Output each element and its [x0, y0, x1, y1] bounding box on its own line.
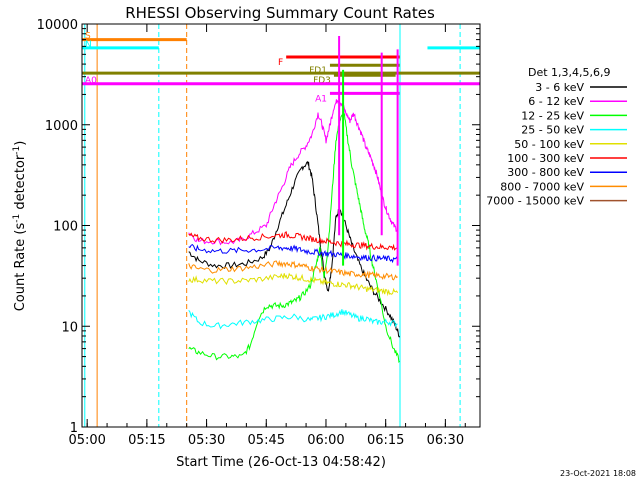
y-axis-label-sup2: -1	[12, 146, 22, 155]
flag-label-f: F	[278, 58, 283, 68]
y-tick-label-1000: 1000	[45, 119, 78, 134]
flag-label-fd3: FD3	[313, 76, 331, 86]
x-tick-label-05-45: 05:45	[248, 433, 285, 448]
legend-title: Det 1,3,4,5,6,9	[528, 66, 611, 79]
x-tick-label-06-30: 06:30	[427, 433, 464, 448]
legend-label-12-25-kev: 12 - 25 keV	[521, 109, 584, 122]
series-line-6-12-kev	[188, 99, 398, 246]
series-line-100-300-kev	[188, 231, 398, 251]
y-tick-label-100: 100	[53, 220, 78, 235]
y-axis-label-mid: detector	[13, 154, 28, 214]
y-tick-label-10: 10	[61, 320, 78, 335]
legend-label-800-7000-kev: 800 - 7000 keV	[500, 180, 584, 193]
legend-label-3-6-kev: 3 - 6 keV	[535, 81, 584, 94]
legend-label-25-50-kev: 25 - 50 keV	[521, 124, 584, 137]
flag-label-n: N	[85, 40, 92, 50]
flag-label-fd1: FD1	[309, 66, 327, 76]
x-tick-label-05-00: 05:00	[68, 433, 105, 448]
footer-timestamp: 23-Oct-2021 18:08	[560, 469, 636, 478]
x-axis: 05:00 05:15 05:30 05:45 06:00 06:15 06:30	[68, 24, 466, 448]
y-axis-label: Count Rate (s-1 detector-1)	[12, 141, 28, 312]
flag-label-a0: A0	[85, 76, 97, 86]
x-tick-label-06-00: 06:00	[307, 433, 344, 448]
series-line-25-50-kev	[188, 309, 398, 330]
x-tick-label-06-15: 06:15	[367, 433, 404, 448]
x-tick-label-05-15: 05:15	[128, 433, 165, 448]
legend-label-100-300-kev: 100 - 300 keV	[507, 152, 584, 165]
x-tick-label-05-30: 05:30	[188, 433, 225, 448]
legend-label-7000-15000-kev: 7000 - 15000 keV	[486, 195, 584, 208]
y-tick-label-1: 1	[70, 421, 78, 436]
series-line-12-25-kev	[188, 112, 400, 363]
legend-label-6-12-kev: 6 - 12 keV	[528, 95, 584, 108]
legend-label-300-800-kev: 300 - 800 keV	[507, 166, 584, 179]
chart-title: RHESSI Observing Summary Count Rates	[125, 4, 435, 22]
flag-label-a1: A1	[315, 94, 327, 104]
y-tick-label-10000: 10000	[37, 18, 78, 33]
series-line-300-800-kev	[188, 243, 399, 264]
series-line-800-7000-kev	[188, 259, 398, 281]
flag-label-s: S	[85, 32, 91, 42]
series-line-50-100-kev	[188, 272, 399, 297]
x-axis-label: Start Time (26-Oct-13 04:58:42)	[176, 455, 386, 470]
y-axis-label-text: Count Rate (s	[13, 223, 28, 312]
y-axis-label-end: )	[13, 141, 28, 146]
legend-label-50-100-kev: 50 - 100 keV	[514, 138, 584, 151]
series-line-3-6-kev	[188, 160, 401, 338]
y-axis: 1 10 100 1000 10000	[37, 18, 480, 436]
y-axis-label-sup1: -1	[12, 214, 22, 223]
